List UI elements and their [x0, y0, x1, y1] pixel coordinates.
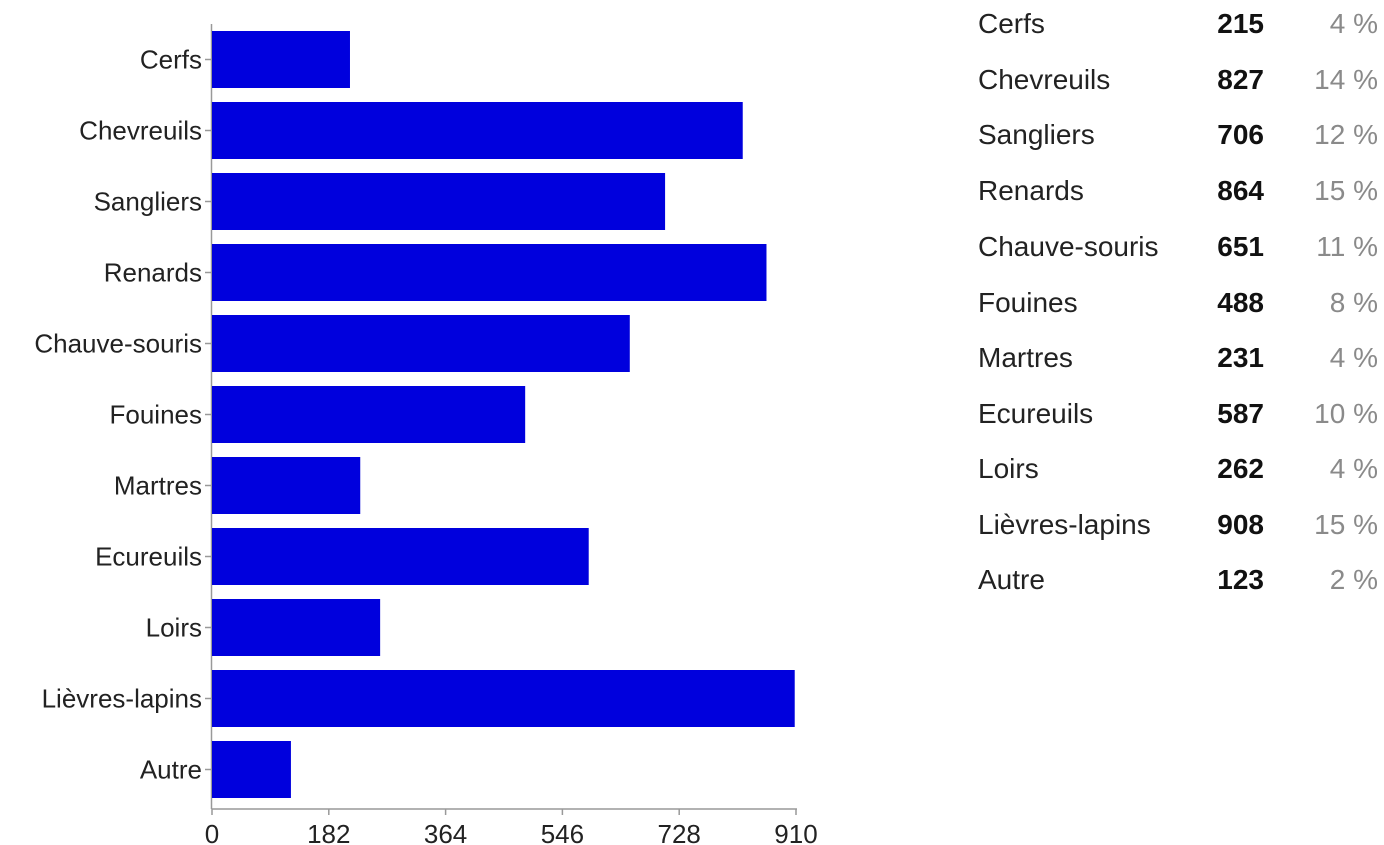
y-tick-label-0: Cerfs [140, 45, 202, 75]
table-row: Autre 123 2 % [978, 560, 1380, 600]
y-tick-label-3: Renards [104, 258, 202, 288]
table-row: Martres 231 4 % [978, 338, 1380, 378]
row-count: 231 [1217, 342, 1264, 373]
bar-10 [212, 741, 291, 798]
table-row: Loirs 262 4 % [978, 449, 1380, 489]
y-tick-label-4: Chauve-souris [34, 329, 202, 359]
y-tick-label-6: Martres [114, 471, 202, 501]
bar-3 [212, 244, 767, 301]
row-name: Lièvres-lapins [978, 509, 1151, 540]
table-row: Lièvres-lapins 908 15 % [978, 505, 1380, 545]
table-row: Ecureuils 587 10 % [978, 394, 1380, 434]
bar-5 [212, 386, 526, 443]
bar-7 [212, 528, 589, 585]
row-name: Loirs [978, 453, 1039, 484]
table-row: Renards 864 15 % [978, 171, 1380, 211]
table-row: Cerfs 215 4 % [978, 4, 1380, 44]
y-tick-label-9: Lièvres-lapins [42, 684, 202, 714]
row-name: Fouines [978, 287, 1078, 318]
row-percent: 15 % [1314, 175, 1378, 206]
row-count: 706 [1217, 119, 1264, 150]
row-count: 908 [1217, 509, 1264, 540]
x-tick-label-3: 546 [541, 819, 584, 845]
bar-6 [212, 457, 361, 514]
row-name: Chevreuils [978, 64, 1111, 95]
y-tick-label-1: Chevreuils [79, 116, 202, 146]
table-row: Chevreuils 827 14 % [978, 60, 1380, 100]
y-tick-label-10: Autre [140, 755, 202, 785]
table-row: Fouines 488 8 % [978, 283, 1380, 323]
row-percent: 4 % [1329, 342, 1378, 373]
bar-9 [212, 670, 795, 727]
x-tick-label-1: 182 [307, 819, 350, 845]
y-tick-label-7: Ecureuils [95, 542, 202, 572]
row-percent: 8 % [1329, 287, 1378, 318]
bar-0 [212, 31, 350, 88]
row-name: Renards [978, 175, 1084, 206]
row-name: Chauve-souris [978, 231, 1159, 262]
x-tick-label-0: 0 [205, 819, 219, 845]
table-row: Sangliers 706 12 % [978, 115, 1380, 155]
row-count: 262 [1217, 453, 1264, 484]
row-count: 488 [1217, 287, 1264, 318]
row-name: Martres [978, 342, 1073, 373]
y-tick-label-5: Fouines [110, 400, 203, 430]
x-tick-label-5: 910 [774, 819, 817, 845]
bar-8 [212, 599, 381, 656]
row-percent: 2 % [1329, 564, 1378, 595]
x-tick-label-4: 728 [658, 819, 701, 845]
row-percent: 15 % [1314, 509, 1378, 540]
row-name: Ecureuils [978, 398, 1094, 429]
row-count: 864 [1217, 175, 1264, 206]
row-count: 123 [1217, 564, 1264, 595]
row-percent: 12 % [1314, 119, 1378, 150]
row-count: 827 [1217, 64, 1264, 95]
y-tick-label-2: Sangliers [94, 187, 202, 217]
row-percent: 4 % [1329, 453, 1378, 484]
bar-chart: Cerfs Chevreuils Sangliers Renards Chauve-so… [34, 24, 818, 845]
row-name: Autre [978, 564, 1045, 595]
row-count: 587 [1217, 398, 1264, 429]
bar-4 [212, 315, 630, 372]
row-percent: 10 % [1314, 398, 1378, 429]
row-percent: 11 % [1316, 231, 1378, 262]
bar-1 [212, 102, 743, 159]
row-count: 651 [1217, 231, 1264, 262]
row-count: 215 [1217, 8, 1264, 39]
row-name: Sangliers [978, 119, 1095, 150]
row-percent: 14 % [1314, 64, 1378, 95]
table-row: Chauve-souris 651 11 % [978, 227, 1380, 267]
bar-2 [212, 173, 666, 230]
row-percent: 4 % [1329, 8, 1378, 39]
x-tick-label-2: 364 [424, 819, 467, 845]
y-tick-label-8: Loirs [146, 613, 202, 643]
row-name: Cerfs [978, 8, 1045, 39]
